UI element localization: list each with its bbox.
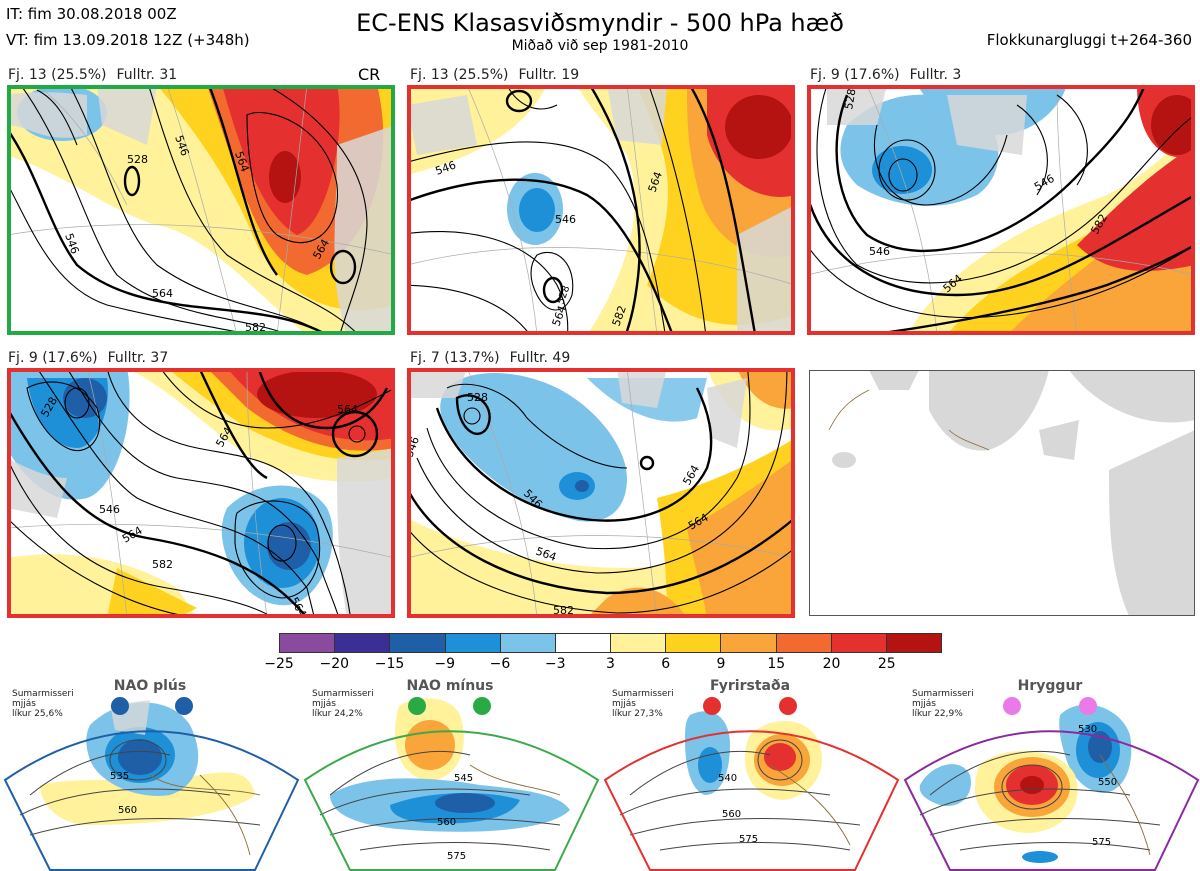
panel-1-label: Fj. 13 (25.5%) Fulltr. 31	[8, 67, 187, 83]
colorbar-tick-label: 6	[661, 656, 671, 672]
contour-label: 528	[842, 88, 858, 111]
contour-label: 575	[739, 834, 758, 845]
contour-label: 540	[718, 773, 737, 784]
regime-dot	[473, 697, 491, 715]
panel-5-cluster: Fj. 7 (13.7%)	[410, 350, 500, 366]
contour-label: 528	[127, 153, 148, 166]
regime-ridge: 530 550 575 Hryggur Sumarmisseri mjjás lík…	[900, 675, 1200, 871]
panel-4-cluster: Fj. 9 (17.6%)	[8, 350, 98, 366]
panel-2-label: Fj. 13 (25.5%) Fulltr. 19	[410, 67, 589, 83]
colorbar-segment	[335, 634, 391, 652]
colorbar-segment	[280, 634, 336, 652]
panel-3-rep: Fulltr. 3	[909, 67, 962, 83]
colorbar-segment	[611, 634, 667, 652]
colorbar-tick-label: −20	[319, 656, 350, 672]
regime-dot	[1079, 697, 1097, 715]
colorbar-tick-label: −3	[544, 656, 566, 672]
colorbar-tick-label: −25	[264, 656, 294, 672]
colorbar-segment	[390, 634, 446, 652]
valid-time: VT: fim 13.09.2018 12Z (+348h)	[6, 31, 250, 49]
contour-label: 582	[553, 604, 574, 617]
regime-note: Sumarmisseri mjjás líkur 24,2%	[312, 689, 374, 719]
initial-time: IT: fim 30.08.2018 00Z	[6, 5, 177, 23]
regime-sector-outline	[903, 730, 1200, 871]
colorbar-tick-label: 25	[877, 656, 896, 672]
contour-label: 582	[152, 558, 173, 571]
map-panel-4: 528 546 564 582 564 564 564	[7, 368, 395, 618]
regime-dot	[175, 697, 193, 715]
colorbar-tick-label: 15	[767, 656, 786, 672]
regime-title: Fyrirstaða	[709, 678, 791, 694]
panel-3-label: Fj. 9 (17.6%) Fulltr. 3	[810, 67, 971, 83]
contour-label: 560	[722, 809, 741, 820]
panel-2-rep: Fulltr. 19	[518, 67, 580, 83]
contour-label: 575	[447, 851, 466, 862]
colorbar-segment	[666, 634, 722, 652]
contour-label: 582	[245, 321, 266, 334]
colorbar-segment	[721, 634, 777, 652]
contour-label: 550	[1098, 777, 1117, 788]
colorbar-tick-label: 3	[606, 656, 615, 672]
contour-label: 545	[454, 773, 473, 784]
panel-4-rep: Fulltr. 37	[107, 350, 169, 366]
contour-label: 575	[1092, 837, 1111, 848]
regime-sector-outline	[603, 730, 900, 871]
anomaly-colorbar	[279, 633, 942, 653]
colorbar-tick-label: −6	[489, 656, 511, 672]
colorbar-segment	[831, 634, 887, 652]
regime-dot	[779, 697, 797, 715]
regime-title: NAO mínus	[406, 678, 494, 694]
colorbar-tick-label: 9	[716, 656, 726, 672]
regime-dot	[1003, 697, 1021, 715]
classification-window: Flokkunargluggi t+264-360	[986, 31, 1192, 49]
panel-4-label: Fj. 9 (17.6%) Fulltr. 37	[8, 350, 178, 366]
regime-sector-outline	[303, 730, 600, 871]
regime-title: NAO plús	[113, 678, 187, 694]
panel-1-cluster: Fj. 13 (25.5%)	[8, 67, 107, 83]
regime-dot	[703, 697, 721, 715]
contour-label: 535	[110, 771, 129, 782]
colorbar-segment	[500, 634, 556, 652]
regime-title: Hryggur	[1017, 678, 1083, 694]
contour-label: 528	[467, 391, 488, 404]
page-subtitle: Miðað við sep 1981-2010	[511, 38, 689, 54]
contour-label: 560	[118, 805, 137, 816]
map-panel-2: 546 546 564 582 564 528	[407, 85, 795, 335]
contour-label: 530	[1078, 724, 1097, 735]
panel-3-cluster: Fj. 9 (17.6%)	[810, 67, 900, 83]
page-title: EC-ENS Klasasviðsmyndir - 500 hPa hæð	[356, 9, 844, 37]
map-panel-1: 528 546 564 564 582 546 564	[7, 85, 395, 335]
panel-1-rep: Fulltr. 31	[116, 67, 178, 83]
colorbar-tick-label: 20	[822, 656, 841, 672]
regime-blocking: 540 560 575 Fyrirstaða Sumarmisseri mjjás…	[600, 675, 900, 871]
contour-label: 564	[337, 403, 358, 416]
contour-label: 564	[152, 287, 173, 300]
map-panel-3: 528 546 564 582 546	[807, 85, 1195, 335]
colorbar-tick-label: −9	[434, 656, 456, 672]
regime-dot	[408, 697, 426, 715]
regime-note: Sumarmisseri mjjás líkur 22,9%	[912, 689, 974, 719]
regime-dot	[111, 697, 129, 715]
contour-label: 546	[555, 213, 576, 226]
regime-note: Sumarmisseri mjjás líkur 27,3%	[612, 689, 674, 719]
panel-1-tag: CR	[358, 65, 381, 84]
regime-nao-minus: 545 560 575 NAO mínus Sumarmisseri mjjás l…	[300, 675, 600, 871]
colorbar-tick-label: −15	[374, 656, 405, 672]
contour-label: 546	[869, 245, 890, 258]
contour-label: 546	[99, 503, 120, 516]
regime-nao-plus: 535 560 NAO plús Sumarmisseri mjjás líkur …	[0, 675, 300, 871]
contour-label: 560	[437, 817, 456, 828]
regime-sector-outline	[3, 730, 300, 871]
colorbar-segment	[776, 634, 832, 652]
panel-2-cluster: Fj. 13 (25.5%)	[410, 67, 509, 83]
panel-5-label: Fj. 7 (13.7%) Fulltr. 49	[410, 350, 580, 366]
colorbar-segment	[555, 634, 612, 652]
map-panel-basemap	[809, 370, 1195, 616]
regime-note: Sumarmisseri mjjás líkur 25,6%	[12, 689, 74, 719]
panel-5-rep: Fulltr. 49	[509, 350, 571, 366]
map-panel-5: 528 546 546 564 564 582 564	[407, 368, 795, 618]
colorbar-segment	[445, 634, 501, 652]
colorbar-segment	[886, 634, 942, 652]
